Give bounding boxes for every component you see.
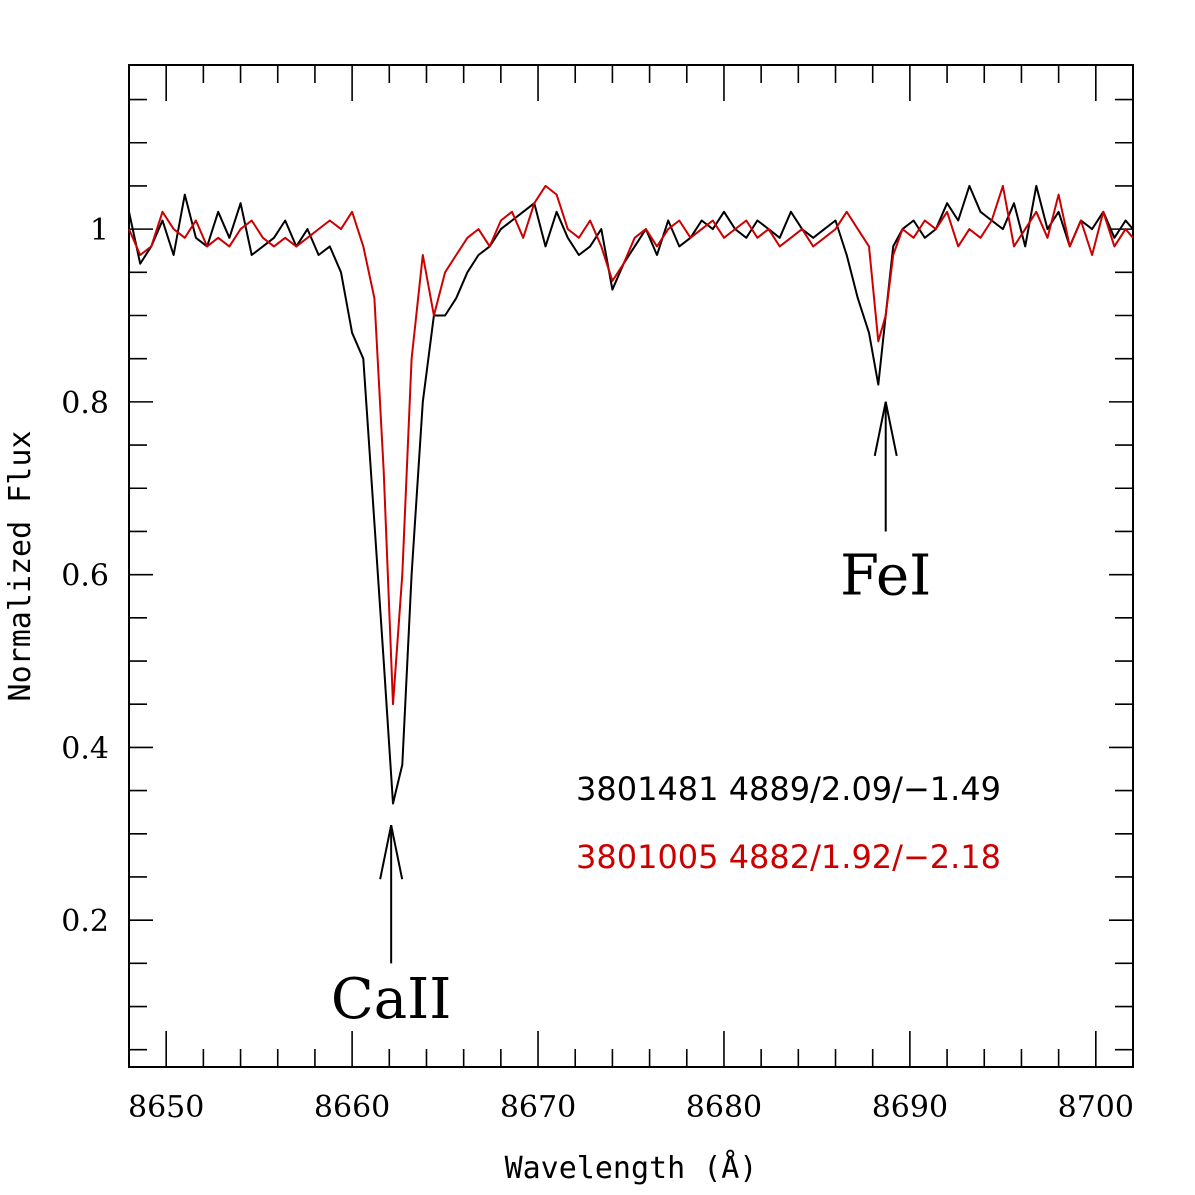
series-layer [128,184,1134,805]
x-tick-label: 8660 [314,1090,390,1125]
axes: 8650 8660 8670 8680 8690 8700 0.2 0.4 0.6 0.8 1 [61,64,1134,1125]
y-axis-label: Normalized Flux [3,431,38,702]
plot-frame [128,64,1134,1068]
y-tick-label: 0.8 [61,386,109,421]
legend: 3801481 4889/2.09/−1.49 3801005 4882/1.9… [576,770,1001,876]
legend-entry-1: 3801005 4882/1.92/−2.18 [576,838,1001,876]
x-tick-label: 8690 [872,1090,948,1125]
y-tick-label: 1 [90,213,109,248]
series-line-1 [128,184,1134,706]
annotation-arrow-head [873,401,898,457]
x-axis-label: Wavelength (Å) [505,1150,758,1186]
x-tick-label: 8680 [686,1090,762,1125]
annotation-label-fei: FeI [840,544,931,609]
series-line-0 [128,184,1134,805]
y-tick-label: 0.6 [61,559,109,594]
annotation-arrow-head [379,824,404,880]
y-tick-label: 0.2 [61,904,109,939]
legend-entry-0: 3801481 4889/2.09/−1.49 [576,770,1001,808]
y-tick-label: 0.4 [61,731,109,766]
annotations: CaII FeI [331,401,931,1032]
x-tick-label: 8700 [1058,1090,1134,1125]
x-tick-label: 8670 [500,1090,576,1125]
x-tick-label: 8650 [128,1090,204,1125]
annotation-label-caii: CaII [331,967,451,1032]
